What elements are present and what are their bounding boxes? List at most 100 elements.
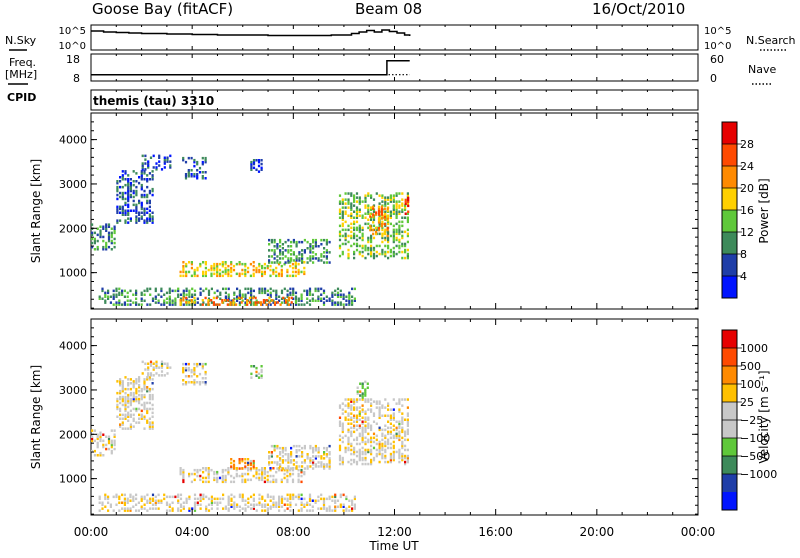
velocity-cell <box>387 432 390 436</box>
power-cell <box>317 299 320 302</box>
power-cell <box>381 248 384 252</box>
velocity-cell <box>328 507 331 510</box>
power-cell <box>392 200 395 203</box>
velocity-cell <box>140 505 143 508</box>
power-cell <box>392 234 395 238</box>
velocity-cell <box>281 455 284 458</box>
power-cell <box>126 299 129 302</box>
power-cell <box>347 192 350 195</box>
power-cell <box>341 242 344 246</box>
power-cell <box>204 262 207 266</box>
velocity-cell <box>283 476 286 480</box>
power-cell <box>250 295 253 298</box>
power-cell <box>119 195 122 199</box>
power-cell <box>146 287 149 291</box>
velocity-cell <box>232 476 236 480</box>
velocity-cell <box>138 393 141 397</box>
power-cell <box>129 189 132 193</box>
power-cell <box>320 293 323 296</box>
velocity-cell <box>358 424 361 427</box>
velocity-cell <box>278 499 281 502</box>
power-cell <box>404 206 407 209</box>
power-cell <box>328 240 331 244</box>
power-cell <box>266 289 269 293</box>
power-cell <box>252 159 256 162</box>
power-cell <box>110 248 113 251</box>
velocity-cell <box>367 422 370 425</box>
power-cell <box>367 236 370 240</box>
velocity-cell <box>149 374 153 377</box>
velocity-cell <box>182 362 185 366</box>
velocity-cell <box>364 398 367 401</box>
velocity-cell <box>143 427 146 430</box>
power-cell <box>355 228 359 232</box>
velocity-cell <box>328 497 331 501</box>
power-cell <box>325 295 328 298</box>
power-cell <box>322 297 326 300</box>
power-cell <box>367 222 370 226</box>
velocity-cell <box>233 507 236 510</box>
velocity-cell <box>317 465 320 468</box>
velocity-cell <box>370 452 373 456</box>
velocity-cell <box>353 414 356 417</box>
velocity-cell <box>160 360 164 364</box>
power-cell <box>325 238 328 242</box>
power-cell <box>294 274 297 278</box>
power-cell <box>232 301 235 304</box>
power-cell <box>148 219 151 222</box>
velocity-cell <box>177 499 180 502</box>
velocity-cell <box>279 459 282 462</box>
velocity-cell <box>255 374 258 377</box>
velocity-cell <box>364 458 367 462</box>
freq-left-tick-bottom: 8 <box>73 72 80 85</box>
power-cell <box>230 274 233 278</box>
velocity-cell <box>224 474 227 478</box>
power-cell <box>381 194 384 197</box>
power-cell <box>350 236 353 240</box>
velocity-cell <box>392 416 395 419</box>
power-cell <box>320 259 323 262</box>
power-cell <box>121 303 124 306</box>
power-cell <box>250 291 253 295</box>
power-cell <box>404 200 407 204</box>
power-cell <box>338 210 342 213</box>
power-cell <box>258 291 261 295</box>
velocity-cell <box>358 418 361 421</box>
power-ytick-label: 2000 <box>59 222 87 235</box>
power-cell <box>270 240 273 244</box>
velocity-cell <box>127 387 130 391</box>
velocity-cell <box>361 450 364 454</box>
power-cell <box>193 299 197 302</box>
velocity-cell <box>381 442 384 446</box>
velocity-cell <box>273 446 276 450</box>
velocity-cell <box>193 493 197 497</box>
power-colorbar-tick-label: 8 <box>740 248 747 261</box>
velocity-cell <box>378 408 381 411</box>
power-cell <box>148 209 151 212</box>
power-cell <box>110 241 113 245</box>
power-cell <box>287 257 290 260</box>
power-cell <box>398 250 401 254</box>
power-cell <box>294 270 297 274</box>
velocity-cell <box>143 405 146 409</box>
power-cell <box>157 301 160 304</box>
velocity-cell <box>306 467 309 470</box>
power-cell <box>102 227 105 230</box>
velocity-cell <box>185 501 188 504</box>
power-cell <box>289 274 292 278</box>
power-cell <box>398 232 401 236</box>
velocity-cell <box>328 495 331 499</box>
power-cell <box>169 154 172 158</box>
power-cell <box>213 264 216 268</box>
power-cell <box>233 297 236 300</box>
velocity-cell <box>401 412 404 415</box>
power-cell <box>140 178 143 181</box>
power-cell <box>261 264 264 268</box>
velocity-cell <box>404 430 407 434</box>
power-cell <box>105 229 108 232</box>
power-cell <box>344 228 347 232</box>
power-cell <box>358 214 361 217</box>
velocity-cell <box>392 436 395 440</box>
power-cell <box>336 303 340 306</box>
